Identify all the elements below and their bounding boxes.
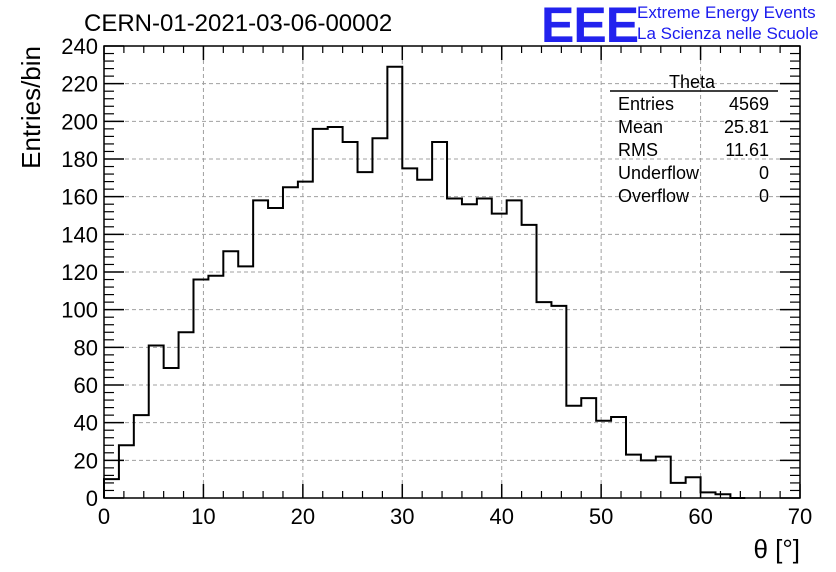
y-tick-label: 80 [74, 335, 98, 360]
y-axis-label: Entries/bin [16, 46, 46, 169]
histogram-line [103, 65, 746, 499]
y-tick-label: 100 [61, 298, 98, 323]
stats-value: 0 [759, 186, 769, 206]
stats-label: Entries [618, 94, 674, 114]
stats-label: Mean [618, 117, 663, 137]
y-tick-label: 240 [61, 34, 98, 59]
x-axis-label: θ [°] [753, 534, 800, 564]
y-tick-label: 140 [61, 222, 98, 247]
y-tick-label: 200 [61, 109, 98, 134]
stats-box: Theta Entries 4569 Mean 25.81 RMS 11.61 Underf… [610, 72, 778, 206]
grid-lines [104, 46, 800, 498]
y-tick-label: 60 [74, 373, 98, 398]
axis-ticks [103, 45, 801, 499]
logo-subtitle-line2: La Scienza nelle Scuole [637, 24, 819, 43]
stats-label: Underflow [618, 163, 700, 183]
stats-value: 4569 [729, 94, 769, 114]
stats-value: 25.81 [724, 117, 769, 137]
x-tick-label: 60 [688, 504, 712, 529]
stats-label: Overflow [618, 186, 690, 206]
y-tick-label: 40 [74, 411, 98, 436]
x-tick-label: 40 [489, 504, 513, 529]
y-tick-label: 220 [61, 72, 98, 97]
x-tick-label: 0 [98, 504, 110, 529]
y-tick-label: 180 [61, 147, 98, 172]
logo-subtitle-line1: Extreme Energy Events [637, 3, 816, 22]
chart-title: CERN-01-2021-03-06-00002 [84, 10, 393, 37]
tick-labels: 0 10 20 30 40 50 60 70 0 20 40 60 80 100 120 140 160 180 2… [61, 34, 812, 529]
stats-box-title: Theta [669, 72, 716, 92]
y-tick-label: 160 [61, 185, 98, 210]
y-tick-label: 120 [61, 260, 98, 285]
stats-label: RMS [618, 140, 658, 160]
stats-value: 0 [759, 163, 769, 183]
eee-logo: EEE [541, 0, 639, 53]
y-tick-label: 20 [74, 448, 98, 473]
x-tick-label: 30 [390, 504, 414, 529]
y-tick-label: 0 [86, 486, 98, 511]
x-tick-label: 50 [589, 504, 613, 529]
stats-value: 11.61 [725, 140, 769, 160]
x-tick-label: 10 [191, 504, 215, 529]
x-tick-label: 20 [291, 504, 315, 529]
x-tick-label: 70 [788, 504, 812, 529]
